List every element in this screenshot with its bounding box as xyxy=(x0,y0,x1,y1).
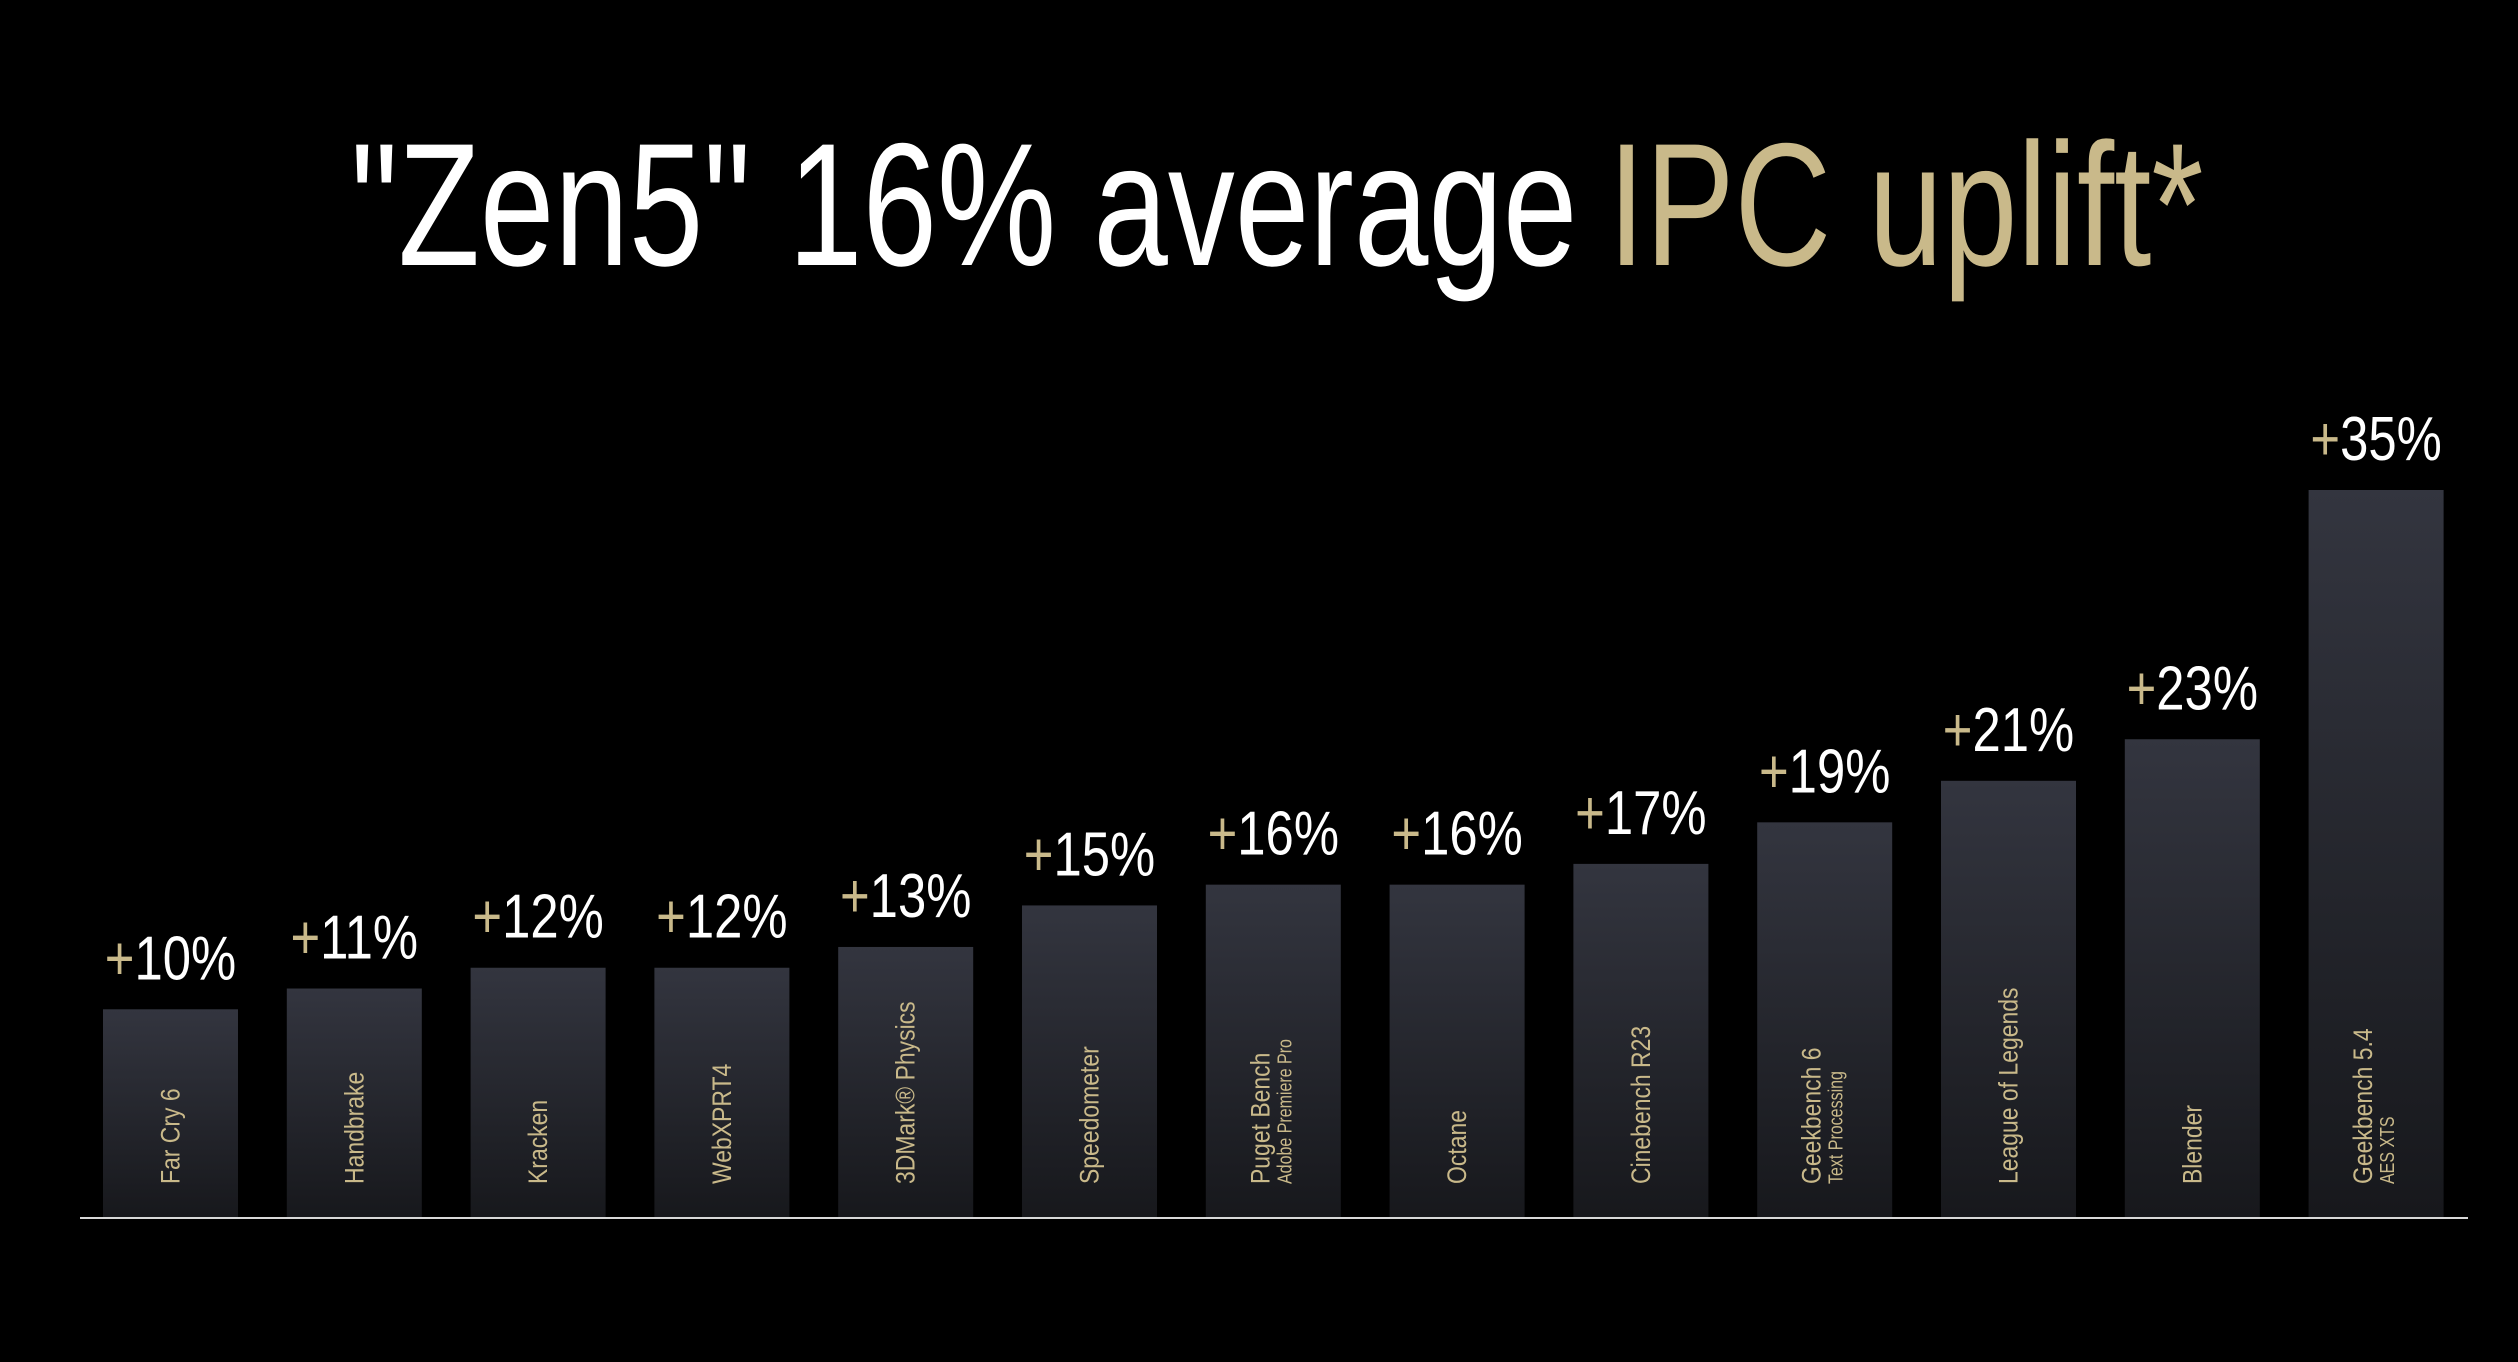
category-label: Geekbench 6 xyxy=(1797,1048,1827,1184)
value-label: +21% xyxy=(1943,696,2074,765)
title-main: "Zen5" 16% average xyxy=(351,108,1578,303)
category-label: Octane xyxy=(1442,1110,1472,1184)
value-sign: + xyxy=(656,883,686,952)
category-label: Blender xyxy=(2178,1105,2208,1184)
value-sign: + xyxy=(1391,800,1421,869)
value-sign: + xyxy=(2127,655,2157,724)
value-number: 12% xyxy=(502,883,604,952)
value-sign: + xyxy=(1208,800,1238,869)
chart-title: "Zen5" 16% averageIPC uplift* xyxy=(351,108,2204,303)
value-label: +12% xyxy=(472,883,603,952)
value-sign: + xyxy=(105,925,135,994)
category-note: AES XTS xyxy=(2376,1116,2398,1184)
bar xyxy=(1941,780,2076,1217)
bar xyxy=(1205,884,1341,1217)
value-label: +15% xyxy=(1024,821,1155,890)
value-number: 19% xyxy=(1789,738,1891,807)
value-number: 17% xyxy=(1605,779,1707,848)
bar xyxy=(1573,863,1709,1217)
bar xyxy=(103,1009,238,1217)
category-label: Geekbench 5.4 xyxy=(2348,1028,2378,1184)
title-accent: IPC uplift* xyxy=(1608,108,2204,303)
category-label: Speedometer xyxy=(1075,1046,1105,1184)
value-label: +17% xyxy=(1575,779,1706,848)
bar xyxy=(838,946,974,1217)
value-number: 16% xyxy=(1237,800,1339,869)
value-sign: + xyxy=(472,883,502,952)
value-sign: + xyxy=(1575,779,1605,848)
value-label: +10% xyxy=(105,925,236,994)
value-sign: + xyxy=(290,904,320,973)
value-number: 16% xyxy=(1421,800,1523,869)
category-label: 3DMark® Physics xyxy=(891,1001,921,1184)
value-label: +35% xyxy=(2310,405,2441,474)
value-number: 10% xyxy=(134,925,236,994)
bar xyxy=(2124,739,2260,1217)
value-sign: + xyxy=(1943,696,1973,765)
value-label: +23% xyxy=(2127,655,2258,724)
bar xyxy=(654,967,790,1217)
category-label: Far Cry 6 xyxy=(156,1088,186,1184)
value-label: +19% xyxy=(1759,738,1890,807)
category-label: WebXPRT4 xyxy=(707,1064,737,1184)
value-label: +16% xyxy=(1208,800,1339,869)
value-sign: + xyxy=(840,862,870,931)
category-label: Puget Bench xyxy=(1246,1053,1276,1184)
category-label: Kracken xyxy=(523,1100,553,1184)
value-number: 23% xyxy=(2156,655,2258,724)
category-note: Text Processing xyxy=(1825,1071,1847,1184)
value-number: 15% xyxy=(1053,821,1155,890)
value-label: +13% xyxy=(840,862,971,931)
value-number: 12% xyxy=(686,883,788,952)
category-label: Cinebench R23 xyxy=(1626,1026,1656,1184)
value-sign: + xyxy=(1759,738,1789,807)
value-label: +12% xyxy=(656,883,787,952)
bar xyxy=(1757,822,1893,1217)
value-label: +16% xyxy=(1391,800,1522,869)
value-sign: + xyxy=(2310,405,2340,474)
value-sign: + xyxy=(1024,821,1054,890)
bar xyxy=(1022,905,1157,1217)
bar xyxy=(2308,490,2444,1217)
value-number: 13% xyxy=(870,862,972,931)
value-number: 21% xyxy=(1972,696,2074,765)
value-number: 11% xyxy=(320,904,418,973)
value-number: 35% xyxy=(2340,405,2442,474)
bar xyxy=(470,967,606,1217)
bar xyxy=(1389,884,1525,1217)
bar xyxy=(286,988,422,1217)
category-label: League of Legends xyxy=(1994,988,2024,1184)
value-label: +11% xyxy=(290,904,418,973)
category-label: Handbrake xyxy=(340,1072,370,1184)
category-note: Adobe Premiere Pro xyxy=(1274,1039,1296,1184)
